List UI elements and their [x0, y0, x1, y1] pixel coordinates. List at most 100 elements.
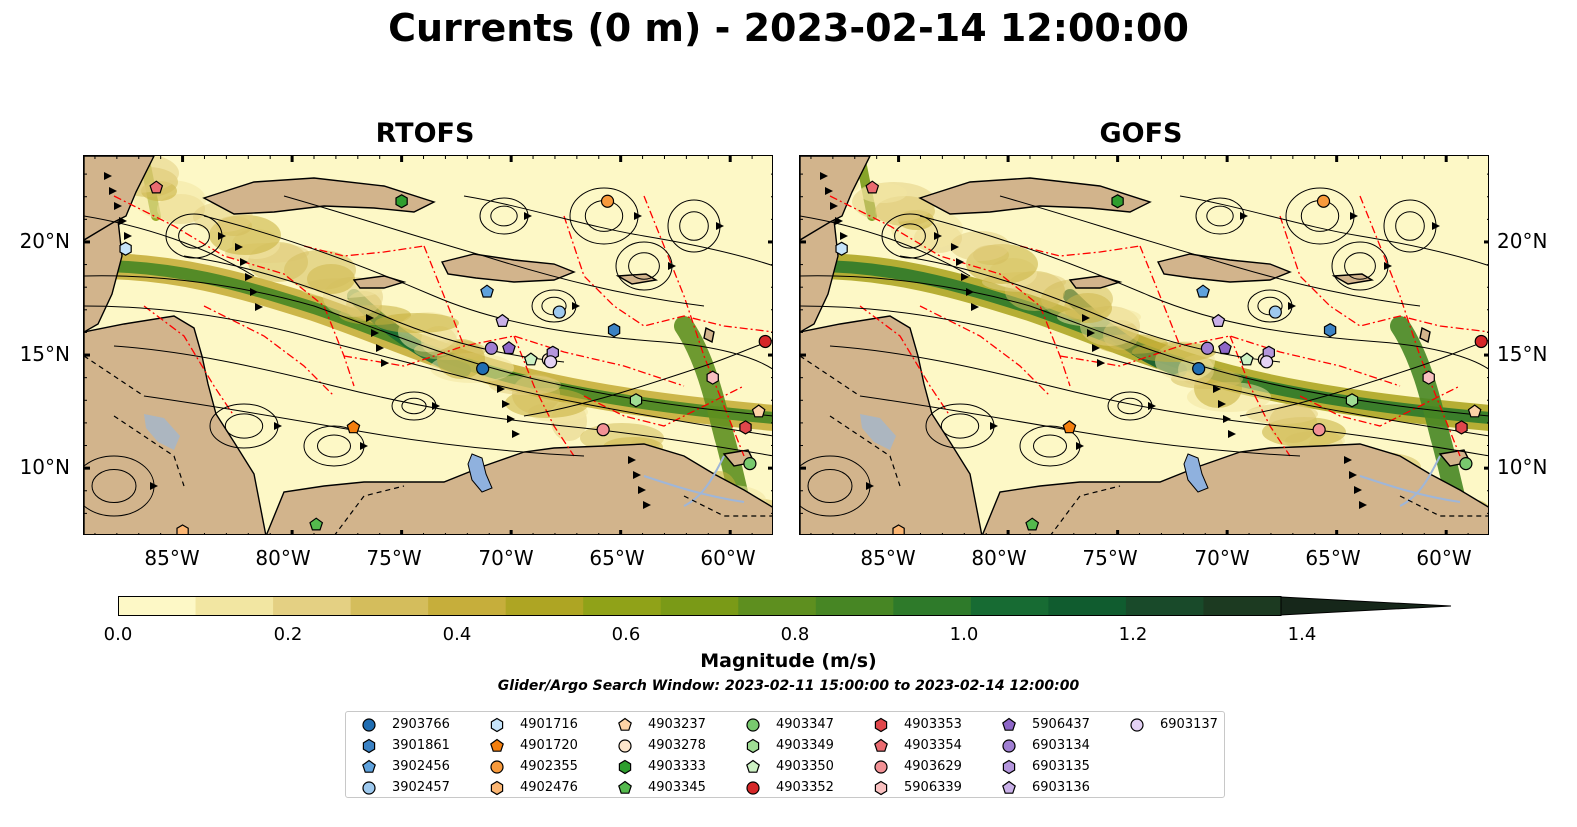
puerto-rico-land: [1331, 273, 1374, 285]
platform-marker-4902355[interactable]: [1316, 194, 1331, 208]
legend-marker-6903137[interactable]: [1130, 718, 1144, 732]
legend-marker-4903350[interactable]: [746, 759, 760, 773]
eddy-streamline: [1117, 397, 1143, 415]
platform-marker-6903137[interactable]: [1259, 355, 1274, 369]
legend-marker-4901716[interactable]: [490, 717, 504, 733]
platform-marker-4903347[interactable]: [1459, 457, 1473, 471]
map-canvas[interactable]: [800, 156, 1489, 535]
legend-marker-4903354[interactable]: [874, 738, 888, 752]
platform-marker-4902476[interactable]: [176, 524, 189, 535]
streamline-arrow: [1087, 329, 1095, 337]
platform-marker-6903136[interactable]: [1211, 313, 1226, 327]
platform-marker-3901861[interactable]: [1323, 323, 1337, 338]
platform-marker-4903347[interactable]: [743, 457, 757, 471]
platform-marker-4903354[interactable]: [149, 180, 164, 194]
platform-marker-5906339[interactable]: [706, 370, 719, 385]
platform-marker-4903354[interactable]: [865, 180, 880, 194]
colorbar-bin: [1203, 597, 1282, 615]
legend-marker-6903134[interactable]: [1002, 739, 1016, 753]
legend-marker-6903136[interactable]: [1002, 780, 1016, 794]
legend-marker-3902457[interactable]: [362, 781, 376, 795]
platform-marker-4903629[interactable]: [596, 423, 610, 437]
legend-marker-3902456[interactable]: [362, 759, 376, 773]
eddy-streamline: [940, 413, 980, 439]
platform-marker-5906437[interactable]: [502, 341, 516, 355]
platform-marker-5906437[interactable]: [1218, 341, 1232, 355]
platform-marker-2903766[interactable]: [1192, 362, 1206, 376]
platform-marker-4902355[interactable]: [600, 194, 615, 208]
legend-marker-4903347[interactable]: [746, 718, 760, 732]
streamline-arrow: [366, 314, 374, 322]
country-border: [829, 415, 901, 487]
legend-marker-4901720[interactable]: [490, 738, 504, 752]
streamline-arrow: [240, 258, 248, 266]
platform-marker-4903350[interactable]: [1239, 352, 1254, 366]
rtofs-map[interactable]: [83, 155, 773, 535]
platform-marker-2903766[interactable]: [476, 362, 490, 376]
platform-marker-4903349[interactable]: [629, 393, 643, 408]
platform-marker-4901720[interactable]: [1062, 420, 1077, 434]
platform-marker-6903134[interactable]: [1200, 341, 1215, 355]
streamline-arrow: [835, 217, 843, 225]
legend-marker-5906339[interactable]: [874, 780, 888, 796]
legend-marker-4903352[interactable]: [746, 781, 760, 795]
platform-marker-4903350[interactable]: [523, 352, 538, 366]
platform-marker-3902457[interactable]: [552, 305, 566, 319]
legend-marker-4902476[interactable]: [490, 780, 504, 796]
map-canvas[interactable]: [84, 156, 773, 535]
legend-marker-4903345[interactable]: [618, 780, 632, 794]
streamline: [203, 215, 772, 370]
streamline-arrow: [1213, 385, 1221, 393]
platform-marker-4901720[interactable]: [346, 420, 361, 434]
legend-marker-2903766[interactable]: [362, 718, 376, 732]
legend-marker-4903349[interactable]: [746, 738, 760, 754]
platform-marker-4903353[interactable]: [1455, 420, 1468, 435]
streamline-arrow: [825, 187, 833, 195]
lat-label-right-20n: 20°N: [1497, 229, 1548, 253]
legend-marker-4903278[interactable]: [618, 739, 632, 753]
platform-marker-4903345[interactable]: [309, 517, 324, 531]
colorbar-bin: [660, 597, 739, 615]
platform-marker-4903237[interactable]: [1467, 404, 1482, 418]
legend-marker-4903237[interactable]: [618, 717, 632, 731]
platform-marker-3902456[interactable]: [480, 284, 494, 298]
streamline-arrow: [1359, 501, 1367, 509]
legend-marker-3901861[interactable]: [362, 738, 376, 754]
platform-marker-6903137[interactable]: [543, 355, 558, 369]
speed-contour-patch: [1132, 342, 1216, 362]
platform-marker-4903349[interactable]: [1345, 393, 1359, 408]
streamline-arrow: [971, 303, 979, 311]
platform-marker-4903333[interactable]: [395, 194, 408, 209]
platform-marker-4903352[interactable]: [1474, 334, 1488, 349]
colorbar-extend-arrow: [1280, 596, 1452, 616]
legend-marker-5906437[interactable]: [1002, 717, 1016, 731]
platform-marker-6903136[interactable]: [495, 313, 510, 327]
platform-marker-3901861[interactable]: [607, 323, 621, 338]
platform-marker-5906339[interactable]: [1422, 370, 1435, 385]
legend-marker-4902355[interactable]: [490, 760, 504, 774]
platform-marker-3902457[interactable]: [1268, 305, 1282, 319]
platform-marker-4903353[interactable]: [739, 420, 752, 435]
platform-marker-4901716[interactable]: [835, 241, 848, 256]
streamline: [523, 340, 772, 417]
platform-marker-4901716[interactable]: [119, 241, 132, 256]
platform-marker-6903134[interactable]: [484, 341, 499, 355]
legend-label: 4903333: [648, 759, 706, 774]
eddy-streamline: [490, 205, 518, 227]
legend-marker-icon: [618, 717, 632, 731]
platform-marker-4903345[interactable]: [1025, 517, 1040, 531]
platform-marker-3902456[interactable]: [1196, 284, 1210, 298]
gofs-map[interactable]: [799, 155, 1489, 535]
platform-marker-4903629[interactable]: [1312, 423, 1326, 437]
platform-marker-4902476[interactable]: [892, 524, 905, 535]
eez-boundary: [583, 385, 745, 427]
platform-marker-4903352[interactable]: [758, 334, 772, 349]
legend-marker-6903135[interactable]: [1002, 759, 1016, 775]
platform-marker-4903237[interactable]: [751, 404, 766, 418]
cuba-land: [918, 177, 1152, 215]
legend-marker-4903353[interactable]: [874, 717, 888, 733]
legend-marker-4903629[interactable]: [874, 760, 888, 774]
platform-marker-4903333[interactable]: [1111, 194, 1124, 209]
hispaniola-land: [440, 253, 576, 283]
legend-marker-4903333[interactable]: [618, 759, 632, 775]
